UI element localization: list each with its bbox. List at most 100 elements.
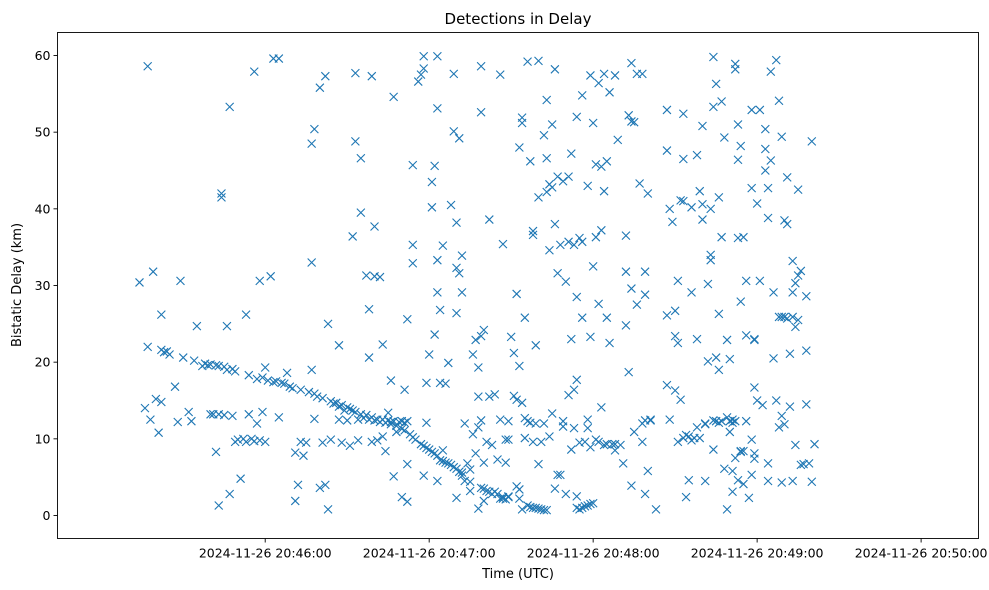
detection-point: [662, 146, 672, 155]
detection-point: [435, 455, 445, 465]
detection-point: [156, 310, 166, 320]
detection-point: [542, 505, 552, 515]
detection-point: [801, 346, 811, 356]
detection-point: [471, 335, 481, 345]
detection-point: [422, 443, 431, 453]
detection-point: [681, 492, 691, 502]
detection-point: [774, 96, 784, 106]
detection-point: [583, 423, 593, 433]
detection-point: [260, 437, 270, 447]
detection-point: [482, 486, 491, 496]
x-tick-label: 2024-11-26 20:48:00: [527, 546, 660, 561]
detection-point: [566, 149, 576, 159]
detection-point: [572, 292, 582, 302]
detection-point: [476, 483, 486, 493]
detection-point: [432, 51, 442, 61]
detection-point: [564, 172, 573, 182]
detection-point: [640, 489, 650, 499]
detection-point: [673, 338, 683, 348]
detection-point: [572, 112, 582, 122]
detection-point: [263, 376, 273, 385]
detection-point: [184, 407, 194, 417]
detection-point: [733, 120, 743, 129]
detection-point: [616, 440, 625, 450]
detection-point: [255, 276, 265, 286]
detection-point: [722, 335, 732, 345]
detection-point: [717, 232, 726, 242]
detection-point: [449, 127, 459, 136]
detection-point: [739, 232, 748, 242]
detection-point: [777, 411, 787, 421]
detection-point: [416, 439, 426, 449]
detection-point: [752, 396, 762, 405]
x-tick-label: 2024-11-26 20:49:00: [691, 546, 824, 561]
detection-point: [504, 435, 513, 444]
detection-point: [586, 499, 595, 509]
detection-point: [747, 470, 757, 480]
detection-point: [755, 276, 765, 286]
detection-point: [326, 435, 336, 444]
detection-point: [471, 449, 481, 458]
detection-point: [187, 416, 196, 426]
detection-point: [788, 476, 798, 486]
detection-point: [566, 334, 576, 344]
detection-point: [670, 331, 680, 341]
detection-point: [446, 200, 456, 210]
detection-point: [605, 87, 614, 97]
detection-point: [244, 409, 254, 419]
detection-point: [635, 179, 645, 188]
detection-point: [367, 437, 377, 447]
detection-point: [493, 489, 502, 499]
detection-point: [624, 367, 634, 377]
detection-point: [763, 476, 773, 486]
detection-point: [468, 350, 478, 359]
detection-point: [493, 455, 502, 464]
detection-point: [498, 239, 508, 249]
detection-point: [523, 501, 532, 510]
detection-point: [411, 435, 420, 444]
detection-point: [342, 416, 352, 425]
detection-point: [602, 156, 612, 166]
detection-point: [255, 435, 265, 445]
detection-point: [780, 419, 789, 429]
detection-point: [449, 462, 459, 472]
detection-point: [807, 136, 817, 146]
detection-point: [323, 504, 333, 514]
detection-point: [378, 340, 388, 349]
detection-point: [288, 383, 297, 393]
detection-point: [441, 458, 450, 467]
detection-point: [577, 313, 587, 323]
detection-point: [646, 415, 655, 425]
detection-point: [725, 427, 735, 437]
detection-point: [539, 130, 549, 140]
detection-point: [534, 459, 543, 469]
detection-point: [225, 102, 235, 112]
detection-point: [627, 481, 636, 490]
detection-point: [728, 418, 737, 428]
detection-point: [274, 54, 284, 63]
detection-point: [416, 70, 426, 80]
detection-point: [621, 320, 631, 330]
detection-point: [140, 403, 150, 413]
detection-point: [400, 418, 409, 428]
detection-point: [692, 334, 702, 344]
detection-point: [553, 470, 563, 480]
detection-point: [760, 166, 770, 175]
detection-point: [736, 141, 746, 151]
detection-point: [479, 458, 489, 467]
detection-point: [419, 51, 429, 61]
detection-point: [260, 363, 270, 372]
detection-point: [599, 186, 609, 196]
detection-point: [676, 196, 685, 205]
detection-point: [274, 412, 284, 422]
detection-point: [514, 494, 524, 504]
detection-point: [531, 419, 541, 428]
detection-point: [766, 156, 776, 165]
y-tick-label: 50: [35, 125, 51, 140]
detection-point: [438, 241, 448, 251]
detection-point: [236, 474, 245, 484]
detection-point: [698, 121, 707, 131]
detection-point: [454, 133, 464, 143]
detection-point: [766, 67, 776, 76]
detection-point: [364, 353, 374, 362]
